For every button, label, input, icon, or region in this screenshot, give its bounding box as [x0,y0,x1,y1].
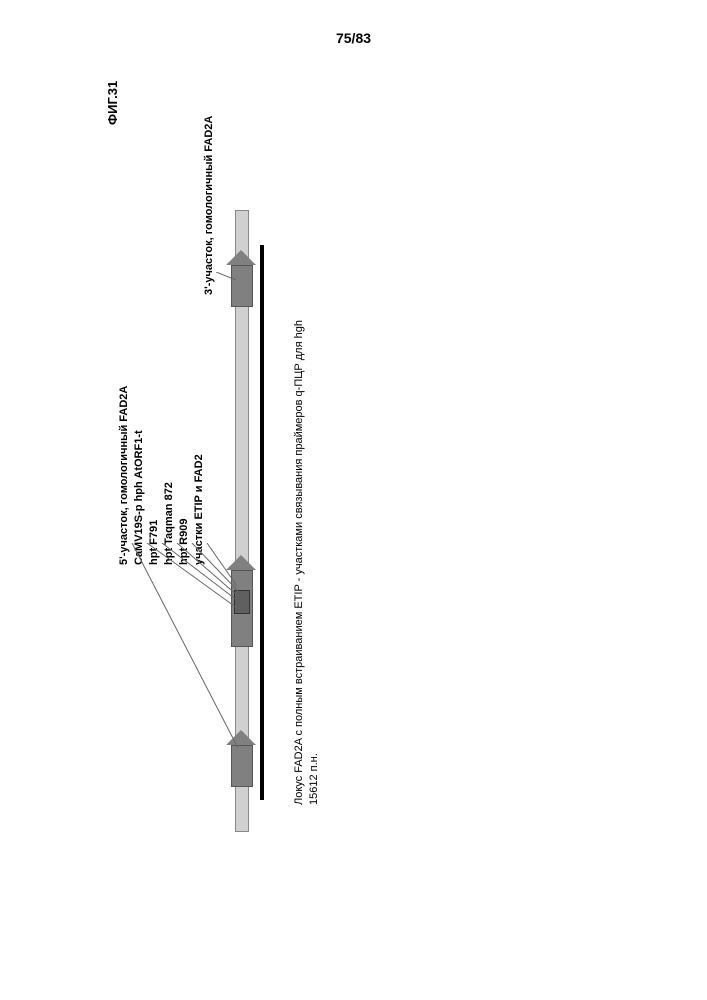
caption-main: Локус FAD2A с полным встраиванием ETIP -… [293,320,305,805]
caption-length: 15612 п.н. [308,753,320,805]
figure-label: ФИГ.31 [105,81,120,125]
diagram-container: участки ETIP и FAD2 hpt R909 hpt Taqman … [0,150,707,850]
scale-bar [260,245,264,800]
page-number: 75/83 [336,30,371,46]
leader-five [130,543,245,753]
label-three-prime: 3'-участок, гомологичный FAD2A [203,116,215,295]
leader-three [216,272,241,284]
label-five-prime: 5'-участок, гомологичный FAD2A [118,386,130,565]
